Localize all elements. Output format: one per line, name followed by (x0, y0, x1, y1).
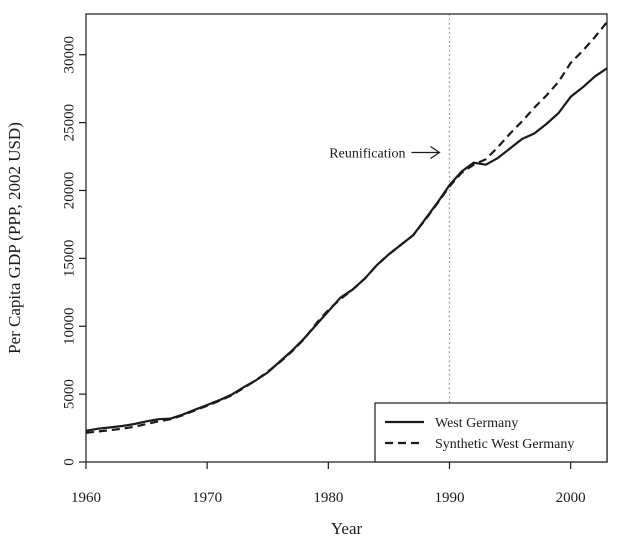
x-tick-label: 2000 (556, 490, 586, 506)
y-axis-title: Per Capita GDP (PPP, 2002 USD) (5, 122, 24, 354)
series-line-west-germany (85, 67, 608, 432)
legend-label-synthetic-west-germany: Synthetic West Germany (435, 437, 574, 452)
y-tick-label: 20000 (61, 172, 77, 210)
y-tick-label: 30000 (61, 36, 77, 74)
y-tick-label: 25000 (61, 104, 77, 142)
x-tick-label: 1960 (71, 490, 101, 506)
legend-box (374, 402, 608, 463)
y-tick-label: 0 (61, 458, 77, 466)
y-axis-ticks: 0 5000 10000 15000 20000 25000 30000 (61, 36, 86, 466)
reunification-label: Reunification (329, 146, 405, 161)
series-lines (85, 21, 608, 434)
legend: West Germany Synthetic West Germany (374, 402, 608, 463)
x-axis-title: Year (331, 519, 363, 538)
x-tick-label: 1970 (192, 490, 222, 506)
x-tick-label: 1990 (434, 490, 464, 506)
reunification-arrow-icon (411, 145, 441, 159)
x-axis-ticks: 1960 1970 1980 1990 2000 (71, 462, 586, 506)
y-tick-label: 10000 (61, 307, 77, 345)
x-tick-label: 1980 (313, 490, 343, 506)
legend-label-west-germany: West Germany (435, 416, 518, 431)
series-line-synthetic-west-germany (85, 21, 608, 434)
y-tick-label: 5000 (61, 379, 77, 409)
y-tick-label: 15000 (61, 240, 77, 278)
plot-frame (85, 13, 608, 463)
